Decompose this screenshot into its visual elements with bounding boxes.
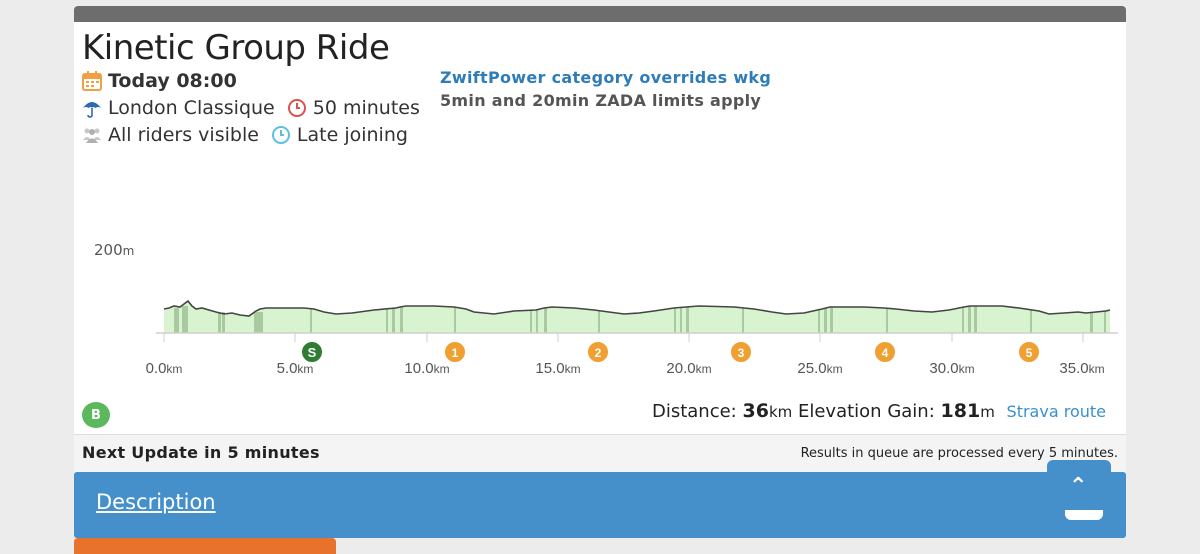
chevron-up-icon: ⌃ (1069, 474, 1088, 499)
x-tick-label: 25.0km (797, 360, 842, 377)
description-panel-header[interactable]: Description (74, 472, 1126, 538)
route-row: London Classique 50 minutes (82, 97, 420, 119)
marker-lap-4[interactable]: 4 (873, 340, 897, 364)
event-route[interactable]: London Classique (108, 97, 275, 119)
marker-start[interactable]: S (300, 340, 324, 364)
marker-start-label: S (308, 345, 317, 360)
elevation-axis-label: 200m (94, 241, 134, 259)
climb-segments (174, 306, 1106, 333)
elevation-axis-value: 200 (94, 241, 123, 259)
distance-unit: km (768, 403, 793, 421)
elevation-axis-unit: m (122, 244, 135, 258)
elevation-label: Elevation Gain: (797, 401, 935, 422)
elevation-profile-chart: S 1 2 3 4 5 0.0km 5.0km 10.0km 15.0km 20… (146, 299, 1118, 377)
event-late-joining: Late joining (296, 124, 408, 146)
elevation-value: 181 (940, 400, 981, 422)
card-top-bar (74, 6, 1126, 22)
strava-route-link[interactable]: Strava route (1006, 402, 1106, 421)
description-toggle-link[interactable]: Description (96, 490, 216, 514)
late-join-clock-icon (271, 126, 290, 144)
marker-lap-3[interactable]: 3 (729, 340, 753, 364)
distance-value: 36 (742, 400, 769, 422)
elevation-unit: m (980, 403, 995, 421)
marker-lap-3-label: 3 (738, 346, 745, 360)
update-bar: Next Update in 5 minutes Results in queu… (74, 434, 1126, 472)
x-axis-ticks (163, 333, 1084, 342)
scroll-to-top-button[interactable]: ⌃ (1047, 460, 1111, 520)
event-datetime: Today 08:00 (108, 70, 237, 92)
x-tick-label: 10.0km (404, 360, 449, 377)
scroll-button-base (1065, 510, 1103, 520)
queue-note-text: Results in queue are processed every 5 m… (800, 446, 1118, 461)
umbrella-icon (83, 102, 101, 118)
marker-lap-1[interactable]: 1 (443, 340, 467, 364)
x-tick-label: 5.0km (277, 360, 314, 377)
zada-limits-note: 5min and 20min ZADA limits apply (440, 91, 762, 110)
event-visibility: All riders visible (108, 124, 259, 146)
marker-lap-1-label: 1 (452, 346, 459, 360)
marker-lap-2-label: 2 (595, 346, 602, 360)
marker-lap-4-label: 4 (882, 346, 889, 360)
marker-lap-2[interactable]: 2 (586, 340, 610, 364)
users-icon (83, 128, 101, 143)
visibility-row: All riders visible Late joining (82, 124, 408, 146)
distance-label: Distance: (651, 401, 737, 422)
next-update-text: Next Update in 5 minutes (82, 443, 320, 462)
x-tick-label: 30.0km (929, 360, 974, 377)
calendar-icon (82, 71, 102, 91)
category-override-link[interactable]: ZwiftPower category overrides wkg (440, 68, 772, 87)
x-tick-label: 0.0km (146, 360, 183, 377)
event-card: Kinetic Group Ride Today 08:00 London Cl… (74, 6, 1126, 434)
x-tick-label: 15.0km (535, 360, 580, 377)
event-title: Kinetic Group Ride (82, 28, 390, 68)
event-duration: 50 minutes (312, 97, 420, 119)
next-panel-tab[interactable] (74, 538, 336, 554)
category-b-badge: B (82, 402, 110, 428)
marker-lap-5-label: 5 (1026, 346, 1033, 360)
clock-icon (287, 99, 306, 117)
route-summary: Distance: 36km Elevation Gain: 181m Stra… (652, 400, 1106, 422)
x-axis-labels: 0.0km 5.0km 10.0km 15.0km 20.0km 25.0km … (146, 360, 1105, 377)
x-tick-label: 35.0km (1059, 360, 1104, 377)
datetime-row: Today 08:00 (82, 70, 237, 92)
elevation-profile-line (163, 299, 1111, 317)
marker-lap-5[interactable]: 5 (1017, 340, 1041, 364)
x-tick-label: 20.0km (666, 360, 711, 377)
